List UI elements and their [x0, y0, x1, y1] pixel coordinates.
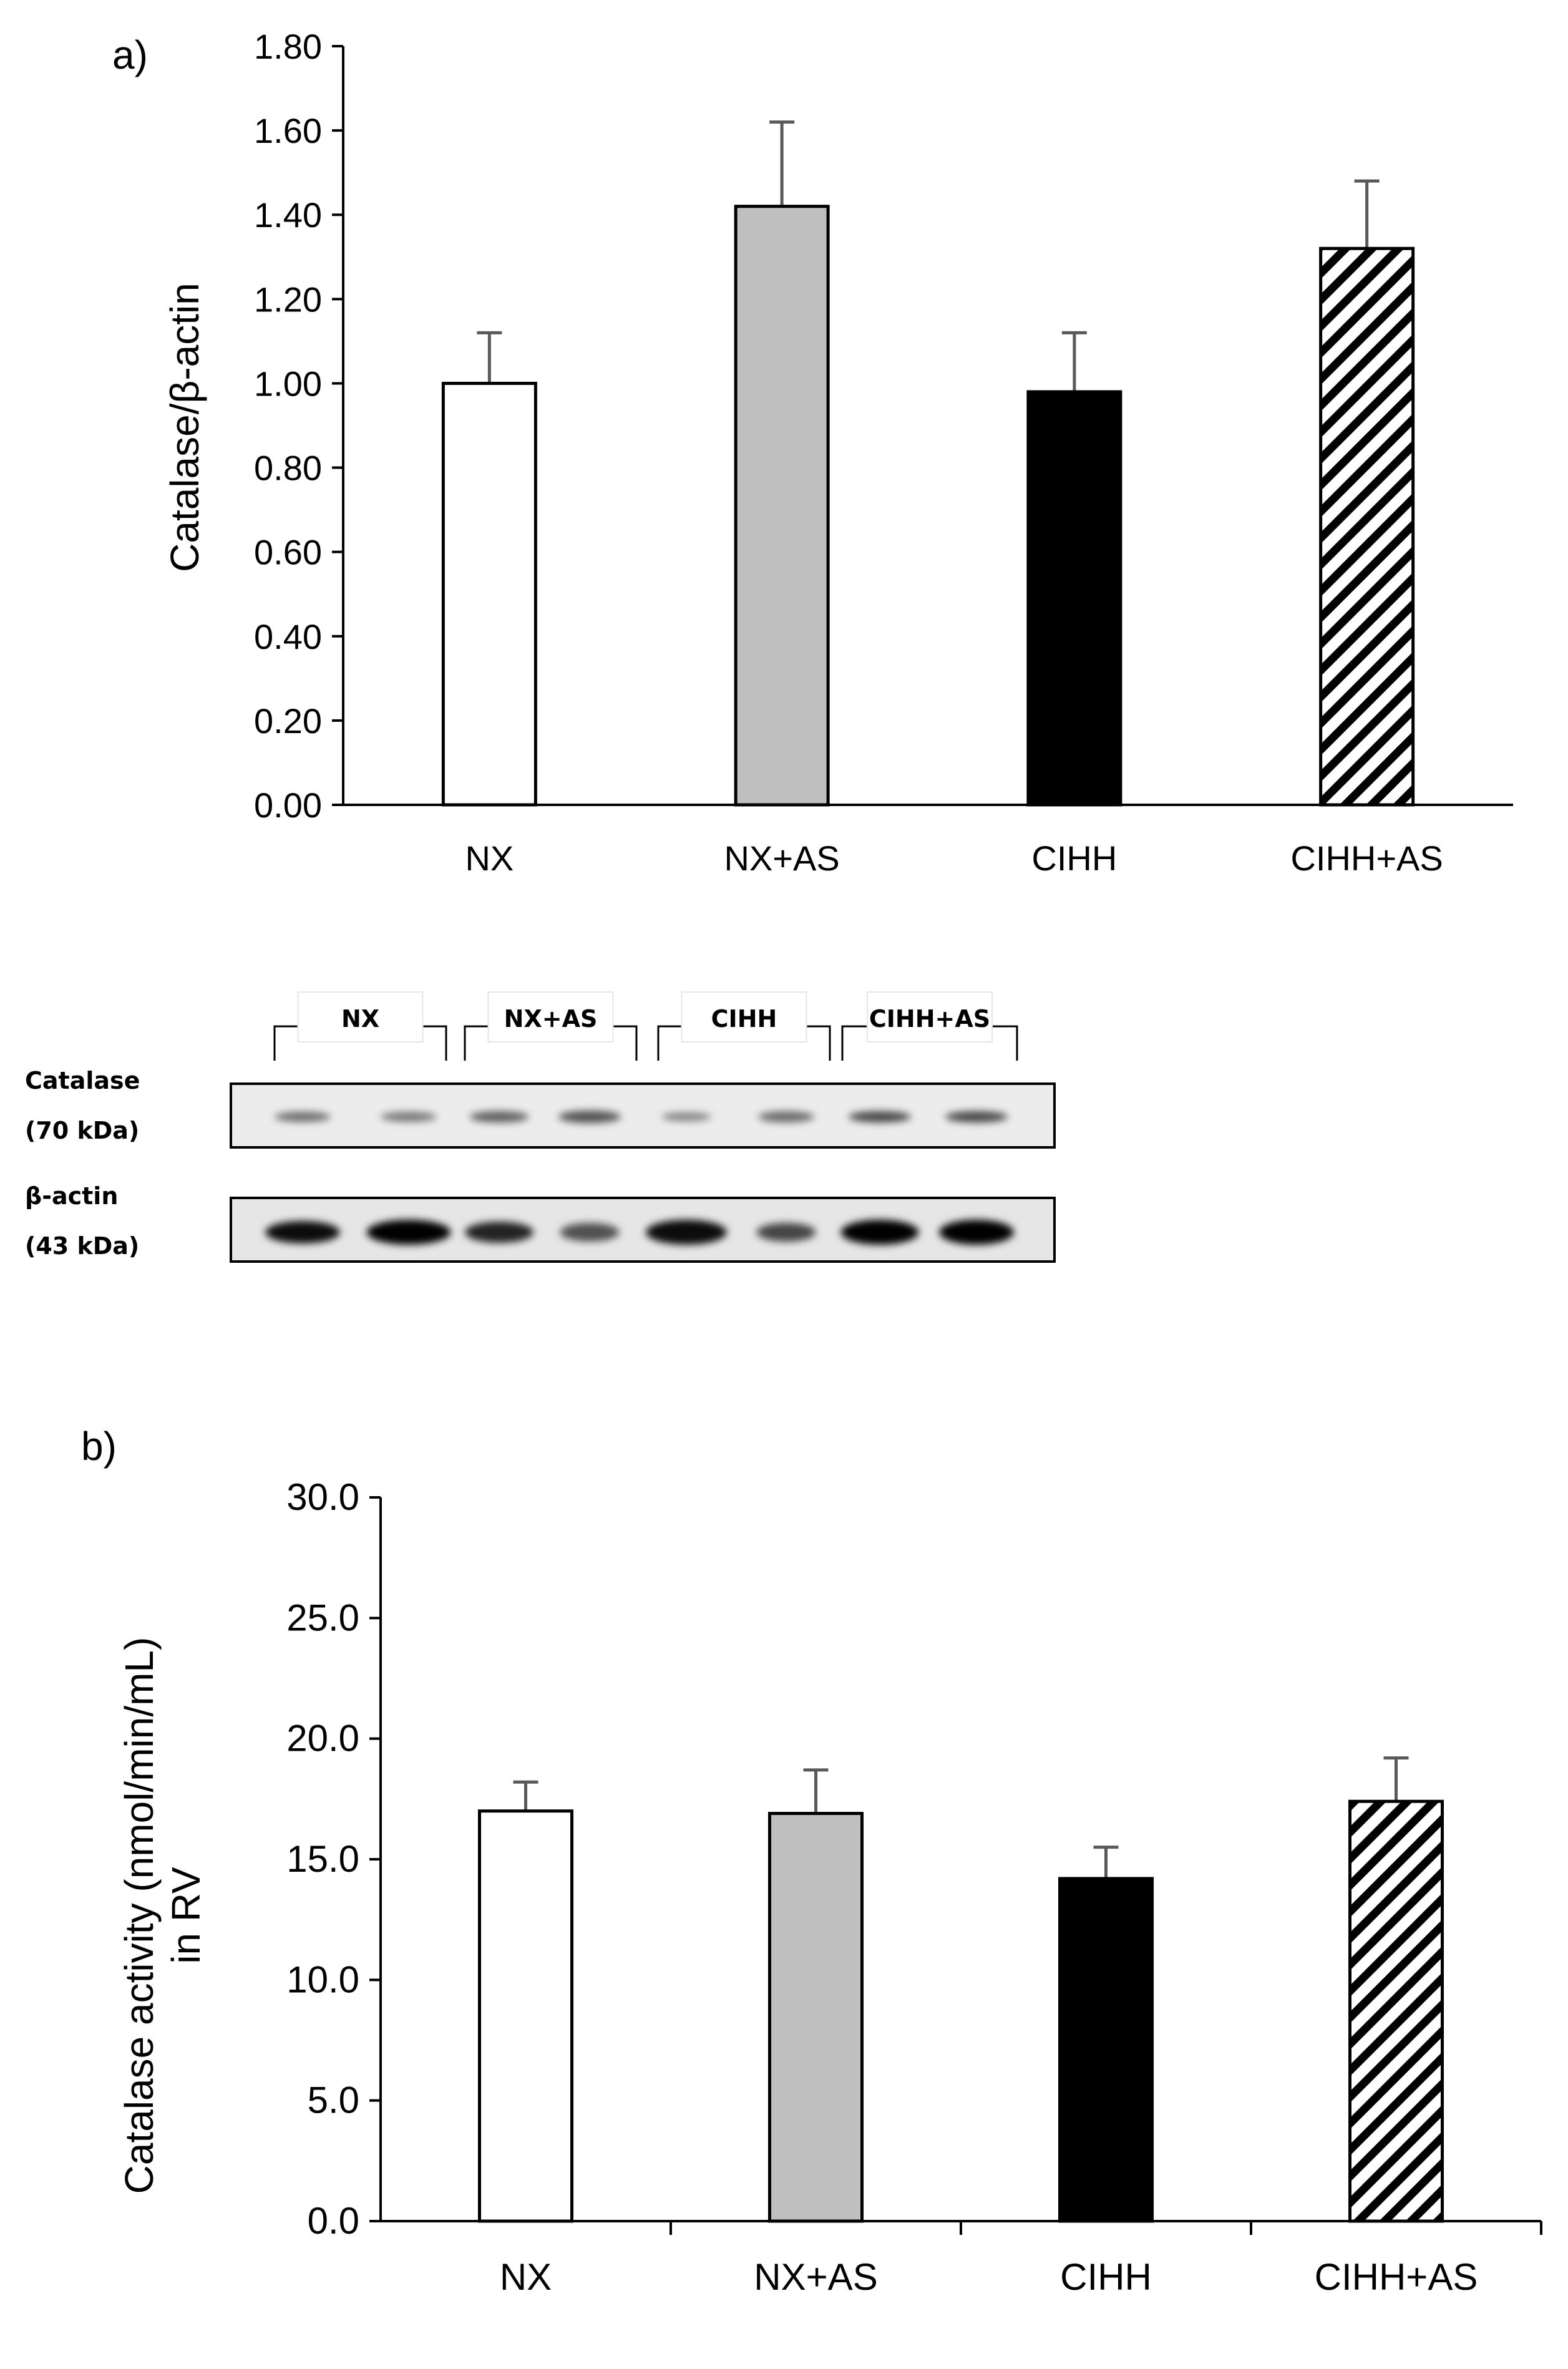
- blot-row-label-catalase: Catalase: [25, 1067, 140, 1094]
- chart-a: 0.00 0.20 0.40 0.60 0.80 1.00 1.20 1.40 1.60 1.80…: [162, 27, 1513, 878]
- chart-b-y-axis-label: Catalase activity (nmol/min/mL): [117, 1637, 162, 2194]
- blot-band-catalase: [469, 1111, 529, 1122]
- chart-b-y-axis-label-line2: in RV: [163, 1867, 208, 1964]
- y-tick-label: 1.00: [254, 364, 322, 403]
- blot-group-label: NX: [341, 1005, 379, 1033]
- blot-group-label-box: [681, 991, 807, 1043]
- chart-a-axes: 0.00 0.20 0.40 0.60 0.80 1.00 1.20 1.40 1.60 1.80…: [254, 27, 1513, 878]
- y-tick-label: 0.60: [254, 533, 322, 572]
- blot-group-label: CIHH: [711, 1005, 777, 1033]
- blot-band-catalase: [945, 1111, 1008, 1122]
- blot-band-catalase: [381, 1112, 437, 1122]
- x-tick-label: CIHH+AS: [1315, 2256, 1478, 2298]
- chart-b: 0.0 5.0 10.0 15.0 20.0 25.0 30.0 NX NX+AS CIHH CIH…: [117, 1476, 1542, 2298]
- y-tick-label: 0.0: [308, 2200, 359, 2242]
- panel-a-label: a): [112, 32, 148, 77]
- x-tick-label: CIHH+AS: [1290, 839, 1443, 878]
- blot-band-actin: [366, 1220, 451, 1245]
- chart-a-y-axis-label: Catalase/β-actin: [162, 283, 207, 572]
- y-tick-label: 1.20: [254, 280, 322, 319]
- panel-b-label: b): [81, 1424, 117, 1469]
- blot-row-label-actin: β-actin: [25, 1182, 118, 1210]
- blot-panel-catalase: [230, 1082, 1056, 1149]
- blot-group-label-box: [487, 991, 614, 1043]
- y-tick-label: 25.0: [286, 1597, 359, 1638]
- y-tick-label: 1.80: [254, 27, 322, 66]
- blot-group-label: NX+AS: [504, 1005, 598, 1033]
- blot-band-catalase: [849, 1111, 911, 1122]
- blot-group-brackets: NX NX+AS CIHH CIHH+AS: [273, 991, 1018, 1061]
- bar-cihh: [1026, 390, 1122, 807]
- blot-band-actin: [465, 1222, 533, 1243]
- blot-band-catalase: [275, 1112, 331, 1122]
- x-tick-label: CIHH: [1031, 839, 1117, 878]
- bar-nx: [478, 1809, 573, 2223]
- y-tick-label: 1.60: [254, 111, 322, 150]
- blot-bands: [265, 1111, 1014, 1245]
- blot-band-catalase: [661, 1112, 711, 1121]
- bar-cihh-plus-as: [1319, 246, 1415, 807]
- chart-b-bars: [478, 1756, 1444, 2223]
- blot-group-label: CIHH+AS: [869, 1005, 990, 1033]
- y-tick-label: 10.0: [286, 1958, 359, 2000]
- x-tick-label: CIHH: [1060, 2256, 1152, 2298]
- y-tick-label: 0.20: [254, 701, 322, 741]
- blot-band-catalase: [758, 1111, 814, 1122]
- western-blot: NX NX+AS CIHH CIHH+AS Catalase (70 kDa) β-a…: [25, 991, 1056, 1263]
- blot-band-actin: [756, 1223, 816, 1242]
- blot-band-actin: [646, 1220, 727, 1245]
- blot-band-actin: [840, 1220, 919, 1245]
- y-tick-label: 0.80: [254, 449, 322, 488]
- chart-b-axes: 0.0 5.0 10.0 15.0 20.0 25.0 30.0 NX NX+AS CIHH CIH…: [286, 1476, 1542, 2298]
- bar-nx-plus-as: [768, 1812, 864, 2223]
- bar-cihh-plus-as: [1348, 1799, 1444, 2223]
- blot-row-size-actin: (43 kDa): [25, 1232, 139, 1260]
- x-tick-label: NX: [500, 2256, 552, 2298]
- blot-band-catalase: [558, 1111, 621, 1123]
- blot-band-actin: [265, 1221, 340, 1243]
- y-tick-label: 20.0: [286, 1718, 359, 1759]
- y-tick-label: 15.0: [286, 1838, 359, 1880]
- blot-row-size-catalase: (70 kDa): [25, 1117, 139, 1144]
- bar-nx: [441, 381, 537, 807]
- blot-group-label-box: [297, 991, 424, 1043]
- blot-group-label-box: [867, 991, 993, 1043]
- x-tick-label: NX+AS: [724, 839, 840, 878]
- blot-band-actin: [560, 1223, 620, 1242]
- y-tick-label: 30.0: [286, 1476, 359, 1518]
- bar-cihh: [1058, 1877, 1154, 2223]
- blot-panel-actin: [230, 1197, 1056, 1263]
- y-tick-label: 5.0: [308, 2080, 359, 2121]
- x-tick-label: NX: [465, 839, 514, 878]
- x-tick-label: NX+AS: [754, 2256, 877, 2298]
- y-tick-label: 1.40: [254, 195, 322, 235]
- y-tick-label: 0.00: [254, 786, 322, 825]
- blot-band-actin: [939, 1220, 1014, 1245]
- chart-a-bars: [441, 120, 1415, 807]
- y-tick-label: 0.40: [254, 617, 322, 656]
- bar-nx-plus-as: [734, 205, 830, 807]
